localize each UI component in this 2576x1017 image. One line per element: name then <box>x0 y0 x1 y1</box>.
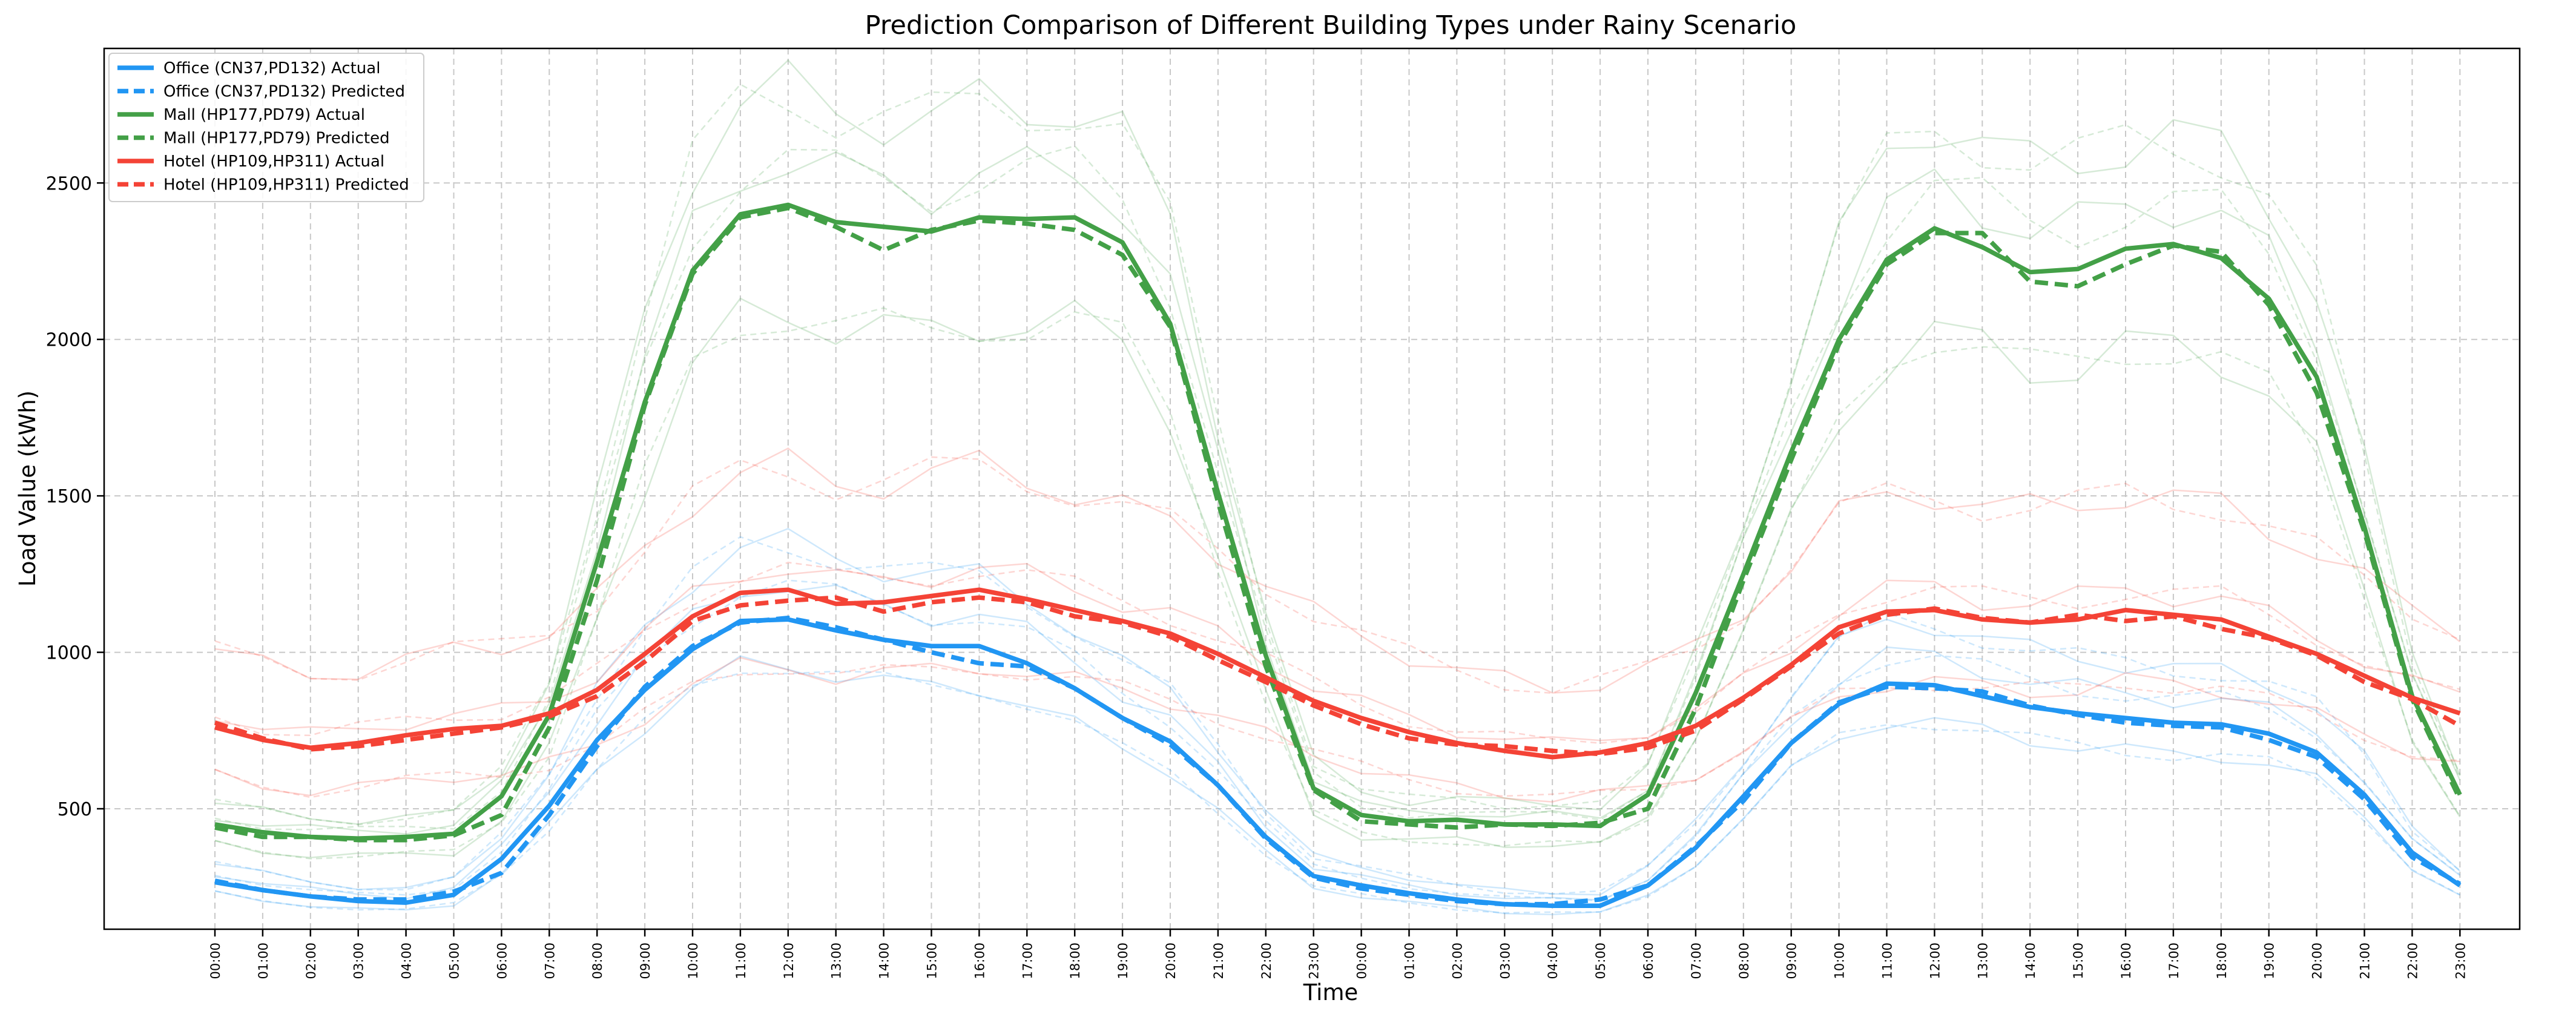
x-tick-label: 23:00 <box>2453 943 2468 979</box>
background-trace <box>214 579 2461 902</box>
x-tick-label: 21:00 <box>2358 943 2373 979</box>
x-tick-label: 13:00 <box>829 943 844 979</box>
background-trace <box>214 83 2461 826</box>
legend-label: Office (CN37,PD132) Predicted <box>163 83 405 101</box>
y-axis: 500 1000 1500 2000 2500 <box>46 173 104 820</box>
background-traces <box>214 59 2461 915</box>
x-tick-label: 01:00 <box>256 943 271 979</box>
x-tick-label: 20:00 <box>2310 943 2325 979</box>
x-tick-label: 09:00 <box>1785 943 1799 979</box>
x-tick-label: 07:00 <box>1689 943 1704 979</box>
x-axis: 00:00 01:00 02:00 03:00 04:00 05:00 06:00 07:00… <box>208 929 2468 979</box>
x-tick-label: 09:00 <box>638 943 653 979</box>
background-trace <box>214 297 2461 858</box>
chart-title: Prediction Comparison of Different Build… <box>865 10 1797 41</box>
legend-box <box>108 53 424 202</box>
background-trace <box>214 456 2460 694</box>
grid <box>104 48 2520 929</box>
x-tick-label: 15:00 <box>2071 943 2086 979</box>
x-tick-label: 04:00 <box>400 943 414 979</box>
x-tick-label: 02:00 <box>304 943 318 979</box>
x-tick-label: 14:00 <box>877 943 892 979</box>
y-tick-label: 2000 <box>46 330 92 351</box>
background-trace <box>214 561 2460 744</box>
x-tick-label: 06:00 <box>495 943 509 979</box>
x-tick-label: 18:00 <box>1068 943 1082 979</box>
x-tick-label: 19:00 <box>1116 943 1130 979</box>
x-tick-label: 21:00 <box>1211 943 1226 979</box>
background-trace <box>214 145 2461 835</box>
background-trace <box>214 536 2461 895</box>
x-tick-label: 08:00 <box>1737 943 1751 979</box>
legend: Office (CN37,PD132) Actual Office (CN37,P… <box>108 53 424 202</box>
background-trace <box>214 584 2461 901</box>
x-tick-label: 19:00 <box>2262 943 2277 979</box>
x-tick-label: 05:00 <box>447 943 462 979</box>
legend-label: Hotel (HP109,HP311) Actual <box>163 153 384 171</box>
legend-label: Mall (HP177,PD79) Predicted <box>163 130 390 148</box>
y-tick-label: 2500 <box>46 173 92 194</box>
y-tick-label: 1000 <box>46 643 92 664</box>
x-tick-label: 11:00 <box>734 943 748 979</box>
office-actual-line <box>214 617 2462 908</box>
background-trace <box>214 657 2460 803</box>
x-tick-label: 02:00 <box>1450 943 1464 979</box>
x-axis-label: Time <box>1303 979 1359 1005</box>
x-tick-label: 00:00 <box>1355 943 1369 979</box>
legend-label: Hotel (HP109,HP311) Predicted <box>163 176 409 194</box>
x-tick-label: 12:00 <box>782 943 796 979</box>
x-tick-label: 16:00 <box>972 943 987 979</box>
background-trace <box>214 145 2461 831</box>
x-tick-label: 01:00 <box>1403 943 1417 979</box>
x-tick-label: 08:00 <box>590 943 605 979</box>
mall-actual-line <box>214 202 2462 841</box>
y-tick-label: 500 <box>58 799 92 820</box>
background-trace <box>214 655 2460 915</box>
x-tick-label: 18:00 <box>2215 943 2229 979</box>
background-trace <box>214 663 2460 798</box>
x-tick-label: 00:00 <box>208 943 223 979</box>
x-tick-label: 23:00 <box>1307 943 1322 979</box>
background-trace <box>214 562 2460 742</box>
x-tick-label: 22:00 <box>2405 943 2420 979</box>
x-tick-label: 03:00 <box>1498 943 1512 979</box>
x-tick-label: 14:00 <box>2023 943 2038 979</box>
x-tick-label: 07:00 <box>542 943 557 979</box>
series-lines <box>214 202 2462 908</box>
x-tick-label: 04:00 <box>1546 943 1560 979</box>
x-tick-label: 10:00 <box>1833 943 1847 979</box>
plot-frame <box>103 47 2521 930</box>
x-tick-label: 11:00 <box>1880 943 1895 979</box>
x-tick-label: 15:00 <box>925 943 940 979</box>
background-trace <box>214 59 2461 825</box>
x-tick-label: 05:00 <box>1593 943 1608 979</box>
y-axis-label: Load Value (kWh) <box>15 390 41 587</box>
background-trace <box>214 447 2461 694</box>
mall-predicted-line <box>214 205 2462 843</box>
background-trace <box>214 307 2461 860</box>
x-tick-label: 12:00 <box>1928 943 1942 979</box>
x-tick-label: 20:00 <box>1164 943 1178 979</box>
y-tick-label: 1500 <box>46 486 92 507</box>
legend-label: Mall (HP177,PD79) Actual <box>163 106 365 124</box>
legend-label: Office (CN37,PD132) Actual <box>163 59 380 77</box>
x-tick-label: 16:00 <box>2119 943 2133 979</box>
office-predicted-line <box>214 615 2462 907</box>
x-tick-label: 13:00 <box>1975 943 1990 979</box>
x-tick-label: 06:00 <box>1641 943 1656 979</box>
x-tick-label: 03:00 <box>352 943 366 979</box>
background-trace <box>214 670 2460 914</box>
x-tick-label: 17:00 <box>1020 943 1035 979</box>
x-tick-label: 22:00 <box>1259 943 1274 979</box>
hotel-predicted-line <box>214 595 2462 757</box>
x-tick-label: 10:00 <box>686 943 700 979</box>
x-tick-label: 17:00 <box>2167 943 2181 979</box>
